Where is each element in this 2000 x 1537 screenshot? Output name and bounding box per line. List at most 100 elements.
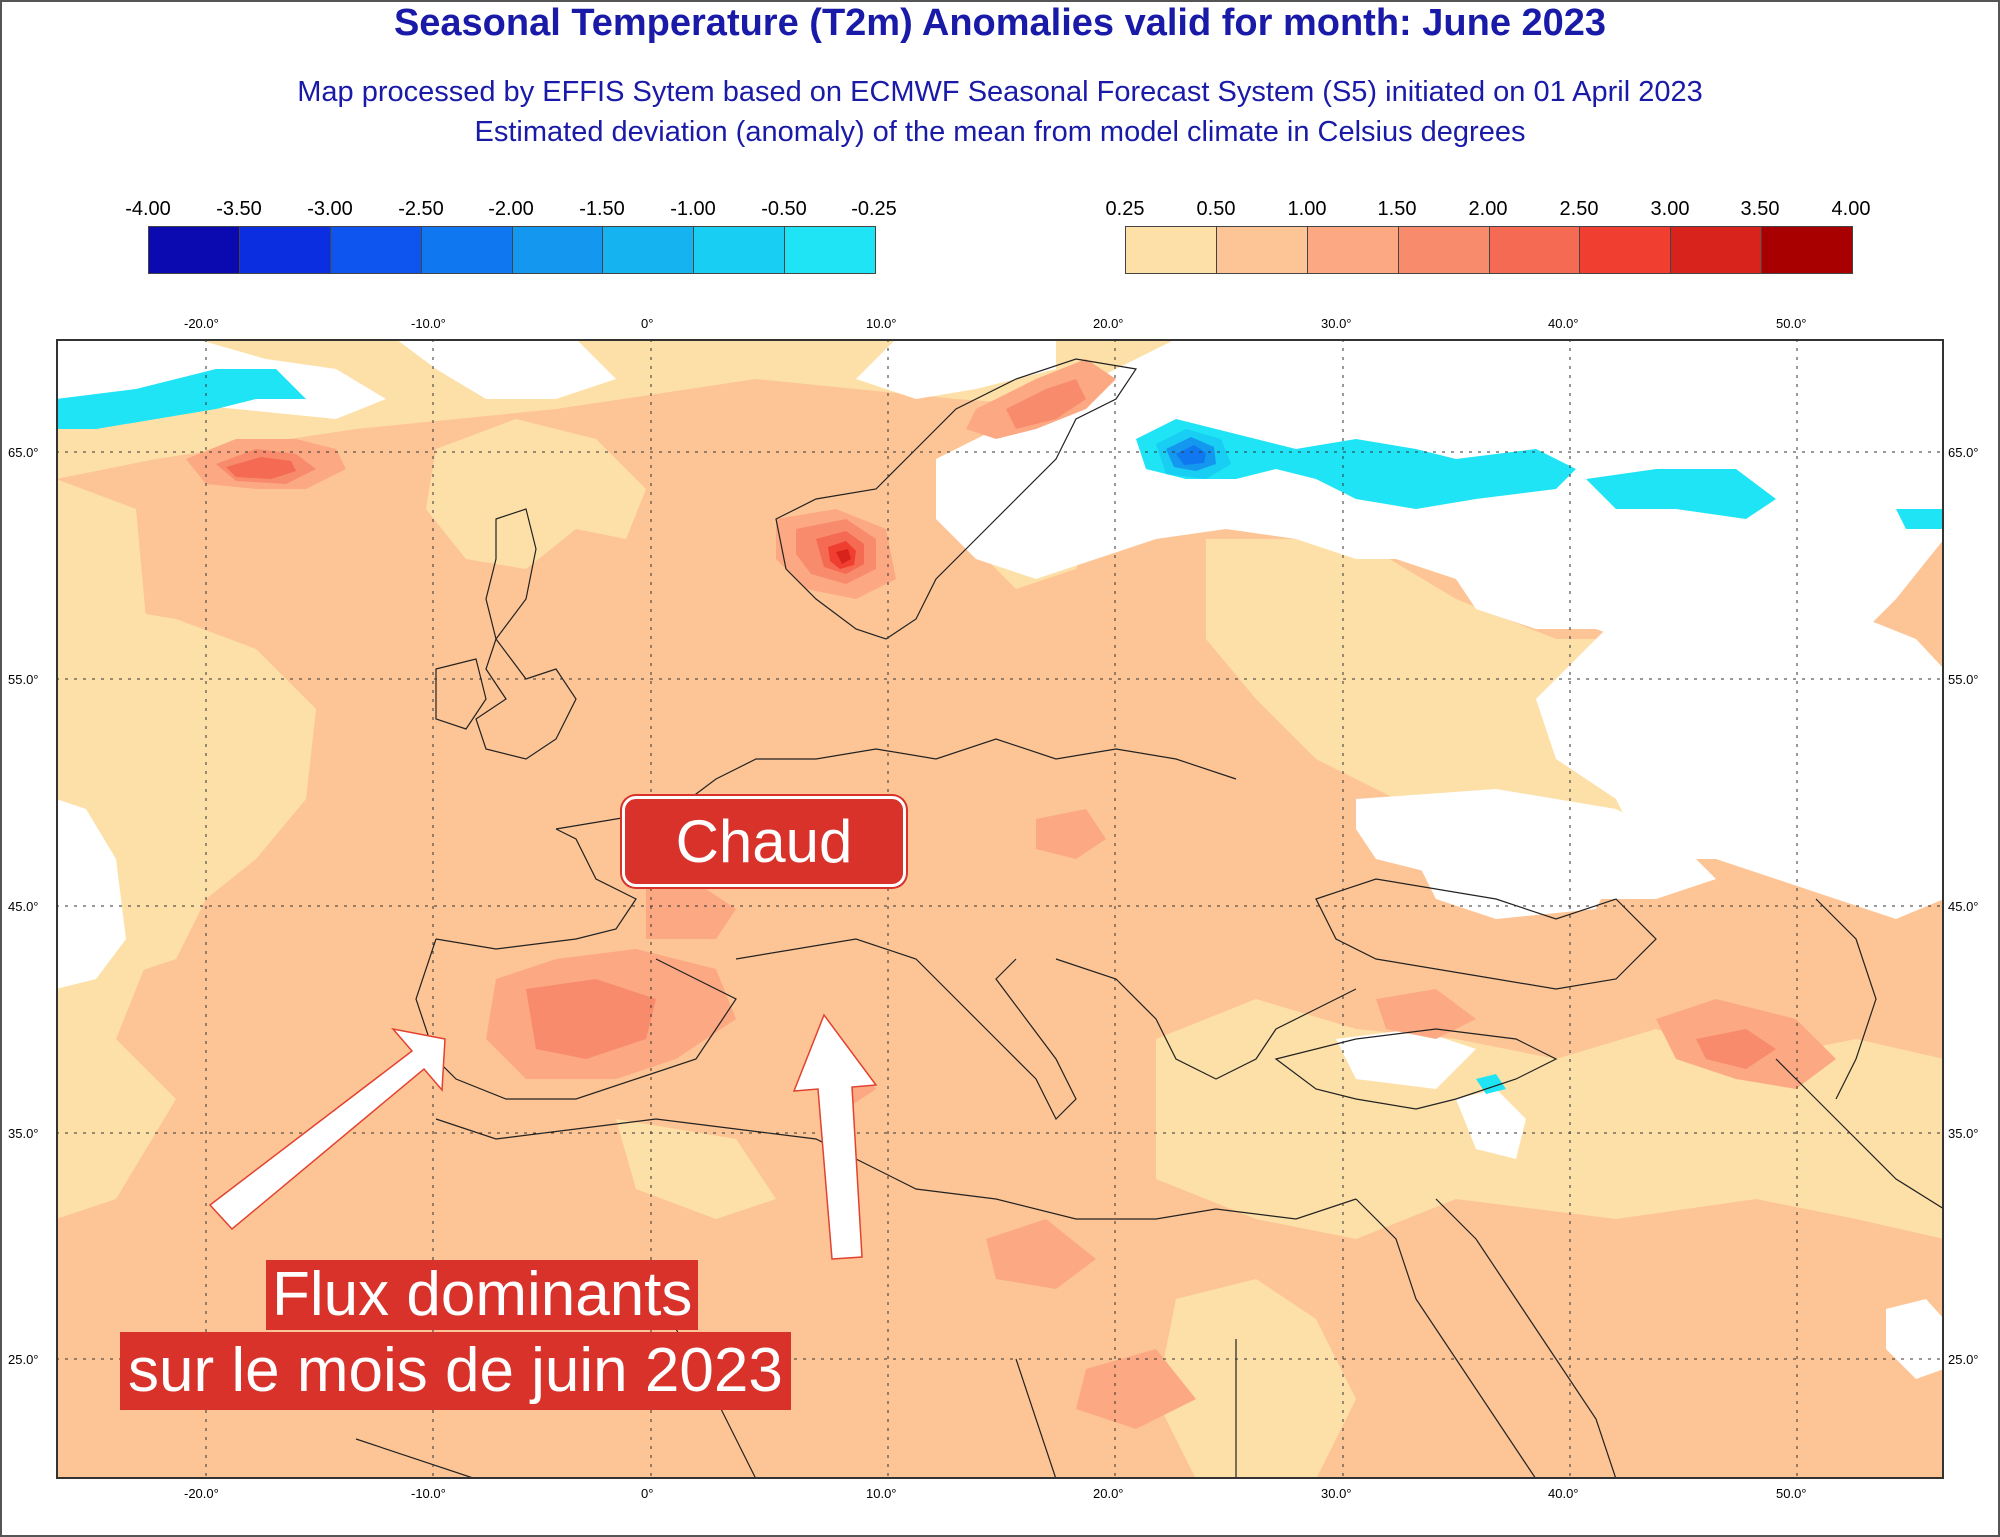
anomaly-area-cold — [1896, 509, 1944, 529]
anomaly-area-cold — [56, 369, 306, 429]
lon-label-top: 10.0° — [866, 316, 897, 331]
colorbar-box — [1580, 227, 1672, 273]
colorbar-box — [694, 227, 786, 273]
coastline-balkans — [1055, 958, 1357, 1080]
colorbar-label: -0.50 — [761, 198, 807, 220]
lat-label-right: 35.0° — [1948, 1126, 1979, 1141]
colorbar-label: -2.00 — [488, 198, 534, 220]
border-mauritania — [355, 1438, 477, 1479]
anomaly-area-neutral — [1536, 599, 1944, 919]
graticule — [56, 339, 1944, 1479]
lon-label-bottom: 30.0° — [1321, 1486, 1352, 1501]
anomaly-area-cold — [1586, 469, 1776, 519]
anomaly-area-neutral — [856, 339, 1056, 399]
coastline-britain — [475, 508, 577, 760]
anomaly-area-warm — [1376, 989, 1476, 1039]
coastline-red-sea-east — [1435, 1198, 1617, 1479]
colorbar-box — [603, 227, 695, 273]
anomaly-area-low — [56, 599, 316, 979]
anomaly-area-low — [426, 419, 646, 569]
anomaly-area-hot — [1696, 1029, 1776, 1069]
anomaly-area-warm — [646, 879, 736, 939]
colorbar-box — [149, 227, 240, 273]
anomaly-area-low — [1156, 1279, 1356, 1479]
anomaly-area-hot — [526, 979, 656, 1059]
colorbar-label: -3.50 — [216, 198, 262, 220]
lon-label-bottom: 20.0° — [1093, 1486, 1124, 1501]
lon-label-top: 20.0° — [1093, 316, 1124, 331]
colorbar-label: 2.00 — [1468, 198, 1508, 220]
coastline-italy — [735, 938, 1077, 1121]
lat-label-left: 55.0° — [8, 672, 39, 687]
colorbar-label: 4.00 — [1831, 198, 1871, 220]
lat-label-left: 45.0° — [8, 899, 39, 914]
flow-label-line2: sur le mois de juin 2023 — [120, 1332, 791, 1410]
map-border — [56, 339, 1944, 1479]
lon-label-bottom: -10.0° — [411, 1486, 446, 1501]
colorbar-label: 1.50 — [1377, 198, 1417, 220]
colorbar-label: -2.50 — [398, 198, 444, 220]
anomaly-area-neutral — [1456, 1089, 1526, 1159]
anomaly-area-low — [616, 1119, 776, 1219]
anomaly-area-neutral — [1336, 1029, 1476, 1089]
coastline-red-sea-west — [1355, 1198, 1537, 1479]
coastline-gulf — [1775, 1058, 1944, 1210]
coastline-caspian — [1815, 898, 1877, 1100]
colorbar-box — [1398, 227, 1490, 273]
lon-label-top: 30.0° — [1321, 316, 1352, 331]
colorbar-label: 3.50 — [1740, 198, 1780, 220]
lon-label-top: 50.0° — [1776, 316, 1807, 331]
map-title: Seasonal Temperature (T2m) Anomalies val… — [393, 2, 1607, 44]
colorbar-box — [1126, 227, 1217, 273]
flow-arrows — [208, 1013, 878, 1260]
coastline-scandinavia — [775, 358, 1138, 640]
lat-label-left: 65.0° — [8, 445, 39, 460]
coastline-north-africa — [435, 1118, 1357, 1220]
lon-label-bottom: 40.0° — [1548, 1486, 1579, 1501]
colorbar-label: -3.00 — [307, 198, 353, 220]
anomaly-area-warm — [1076, 1349, 1196, 1429]
colorbar-label: -4.00 — [125, 198, 171, 220]
map-subtitle-units: Estimated deviation (anomaly) of the mea… — [474, 116, 1526, 148]
border-libya — [1015, 1358, 1057, 1479]
lat-label-right: 65.0° — [1948, 445, 1979, 460]
anomaly-area-hot — [836, 549, 851, 564]
anomaly-area-neutral — [56, 799, 126, 989]
anomaly-area-low — [1296, 1109, 1406, 1179]
colorbar-negative — [148, 226, 876, 274]
colorbar-box — [330, 227, 422, 273]
colorbar-label: -1.50 — [579, 198, 625, 220]
coastline-ireland — [435, 658, 487, 730]
anomaly-area-hot — [226, 457, 296, 479]
lon-label-bottom: -20.0° — [184, 1486, 219, 1501]
colorbar-box — [421, 227, 513, 273]
lon-label-bottom: 0° — [641, 1486, 654, 1501]
lon-label-top: 40.0° — [1548, 316, 1579, 331]
anomaly-area-cold — [1176, 445, 1206, 465]
lat-label-right: 25.0° — [1948, 1352, 1979, 1367]
arrow-southwest-flow — [208, 1027, 446, 1231]
lon-label-top: 0° — [641, 316, 654, 331]
coastline-france-west — [435, 828, 637, 950]
anomaly-area-warm — [1036, 809, 1106, 859]
lat-label-left: 35.0° — [8, 1126, 39, 1141]
anomaly-area-neutral — [1416, 839, 1616, 919]
colorbar-label: 0.50 — [1196, 198, 1236, 220]
colorbar-label: 1.00 — [1287, 198, 1327, 220]
lat-label-right: 55.0° — [1948, 672, 1979, 687]
colorbar-box — [1307, 227, 1399, 273]
anomaly-area-cold — [1136, 419, 1576, 509]
lon-label-bottom: 50.0° — [1776, 1486, 1807, 1501]
flow-label-line1: Flux dominants — [266, 1260, 699, 1330]
lat-label-right: 45.0° — [1948, 899, 1979, 914]
hot-label: Chaud — [622, 796, 906, 887]
map-subtitle-source: Map processed by EFFIS Sytem based on EC… — [297, 76, 1703, 108]
anomaly-area-hot — [1006, 379, 1086, 429]
colorbar-box — [1762, 227, 1852, 273]
colorbar-label: -1.00 — [670, 198, 716, 220]
anomaly-area-warm — [986, 1219, 1096, 1289]
colorbar-label: 0.25 — [1105, 198, 1145, 220]
lat-label-left: 25.0° — [8, 1352, 39, 1367]
anomaly-area-neutral — [396, 339, 616, 399]
